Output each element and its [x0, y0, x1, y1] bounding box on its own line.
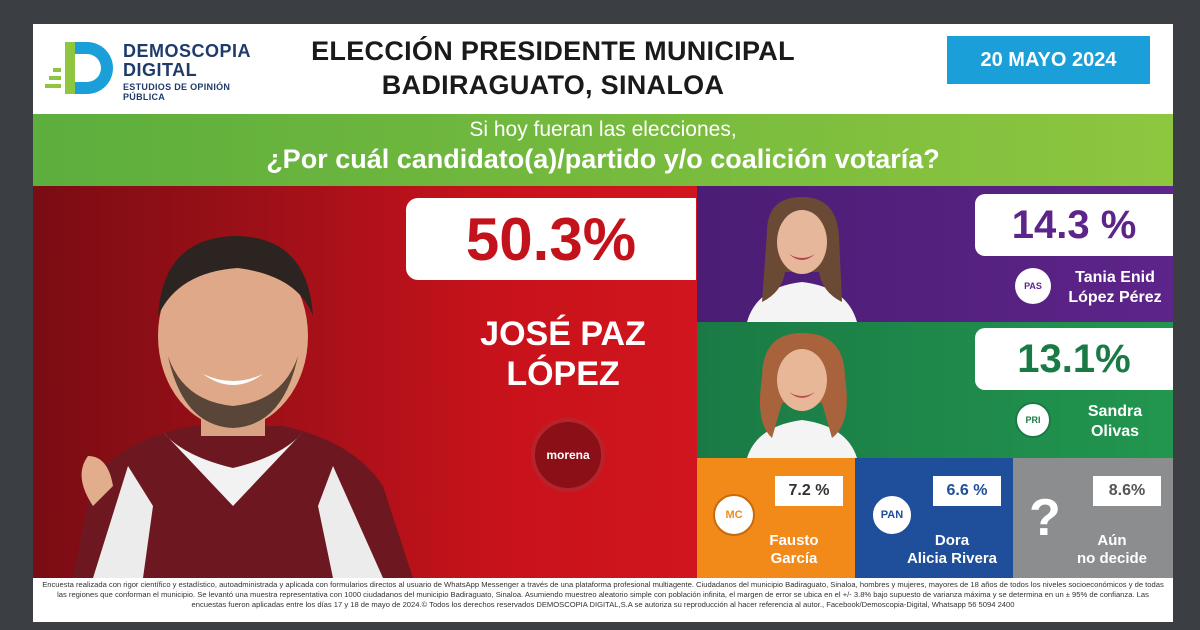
- candidate-name-line2: García: [770, 550, 818, 567]
- date-badge: 20 MAYO 2024: [947, 36, 1156, 90]
- candidate-panel-sandra: 13.1% PRI Sandra Olivas: [697, 322, 1173, 458]
- candidate-photo-tania: [747, 197, 857, 322]
- leader-name-line2: LÓPEZ: [506, 355, 620, 393]
- candidate-name: Sandra Olivas: [1057, 402, 1173, 442]
- candidate-name-line2: López Pérez: [1068, 289, 1162, 306]
- title-line2: BADIRAGUATO, SINALOA: [381, 70, 725, 100]
- candidate-name-line2: Olivas: [1090, 423, 1140, 440]
- logo-name-line1: DEMOSCOPIA: [123, 41, 252, 61]
- question-band: Si hoy fueran las elecciones, ¿Por cuál …: [33, 114, 1173, 186]
- logo-name: DEMOSCOPIA DIGITAL: [123, 42, 251, 80]
- pri-logo-icon: PRI: [1015, 402, 1051, 438]
- logo-name-line2: DIGITAL: [123, 60, 198, 80]
- logo-subtitle: ESTUDIOS DE OPINIÓN PÚBLICA: [123, 82, 231, 102]
- candidate-percent: 14.3 %: [975, 194, 1173, 256]
- question-line2: ¿Por cuál candidato(a)/partido y/o coali…: [266, 144, 940, 174]
- methodology-footnote: Encuesta realizada con rigor científico …: [33, 578, 1173, 622]
- candidate-panel-tania: 14.3 % PAS Tania Enid López Pérez: [697, 186, 1173, 322]
- question-mark-icon: ?: [1029, 489, 1061, 547]
- title-line1: ELECCIÓN PRESIDENTE MUNICIPAL: [311, 36, 795, 66]
- morena-logo: morena: [531, 418, 605, 492]
- candidate-name-line1: Fausto: [769, 532, 819, 549]
- demoscopia-d-icon: [45, 42, 113, 94]
- undecided-percent: 8.6%: [1093, 476, 1161, 506]
- demoscopia-logo: DEMOSCOPIA DIGITAL ESTUDIOS DE OPINIÓN P…: [43, 36, 273, 102]
- mc-logo-icon: MC: [713, 494, 755, 536]
- candidate-percent: 13.1%: [975, 328, 1173, 390]
- candidate-name-line1: Tania Enid: [1075, 269, 1155, 286]
- undecided-label: Aún no decide: [1057, 532, 1167, 568]
- candidate-photo-jose-paz: [73, 236, 413, 578]
- candidate-name-line1: Sandra: [1087, 403, 1143, 420]
- poll-card: DEMOSCOPIA DIGITAL ESTUDIOS DE OPINIÓN P…: [33, 24, 1173, 622]
- results-area: 50.3% JOSÉ PAZ LÓPEZ morena 14.3 % PAS T…: [33, 186, 1173, 578]
- header: DEMOSCOPIA DIGITAL ESTUDIOS DE OPINIÓN P…: [33, 24, 1173, 114]
- pas-logo-icon: PAS: [1015, 268, 1051, 304]
- leader-name: JOSÉ PAZ LÓPEZ: [448, 314, 678, 394]
- leader-panel: 50.3% JOSÉ PAZ LÓPEZ morena: [33, 186, 697, 578]
- candidate-name: Fausto García: [739, 532, 849, 568]
- candidate-percent: 6.6 %: [933, 476, 1001, 506]
- undecided-label-line1: Aún: [1097, 532, 1127, 549]
- candidate-panel-dora: 6.6 % PAN Dora Alicia Rivera: [855, 458, 1013, 578]
- undecided-panel: 8.6% ? Aún no decide: [1013, 458, 1173, 578]
- candidate-name: Dora Alicia Rivera: [897, 532, 1007, 568]
- candidate-name-line1: Dora: [934, 532, 970, 549]
- candidate-name-line2: Alicia Rivera: [906, 550, 998, 567]
- page-title: ELECCIÓN PRESIDENTE MUNICIPAL BADIRAGUAT…: [263, 34, 843, 102]
- undecided-label-line2: no decide: [1076, 550, 1147, 567]
- candidate-percent: 7.2 %: [775, 476, 843, 506]
- question-line1: Si hoy fueran las elecciones,: [469, 118, 737, 141]
- candidate-photo-sandra: [747, 333, 857, 458]
- pan-logo-icon: PAN: [871, 494, 913, 536]
- leader-name-line1: JOSÉ PAZ: [480, 315, 646, 353]
- candidate-panel-fausto: 7.2 % MC Fausto García: [697, 458, 855, 578]
- candidate-name: Tania Enid López Pérez: [1057, 268, 1173, 308]
- leader-percent: 50.3%: [406, 198, 696, 280]
